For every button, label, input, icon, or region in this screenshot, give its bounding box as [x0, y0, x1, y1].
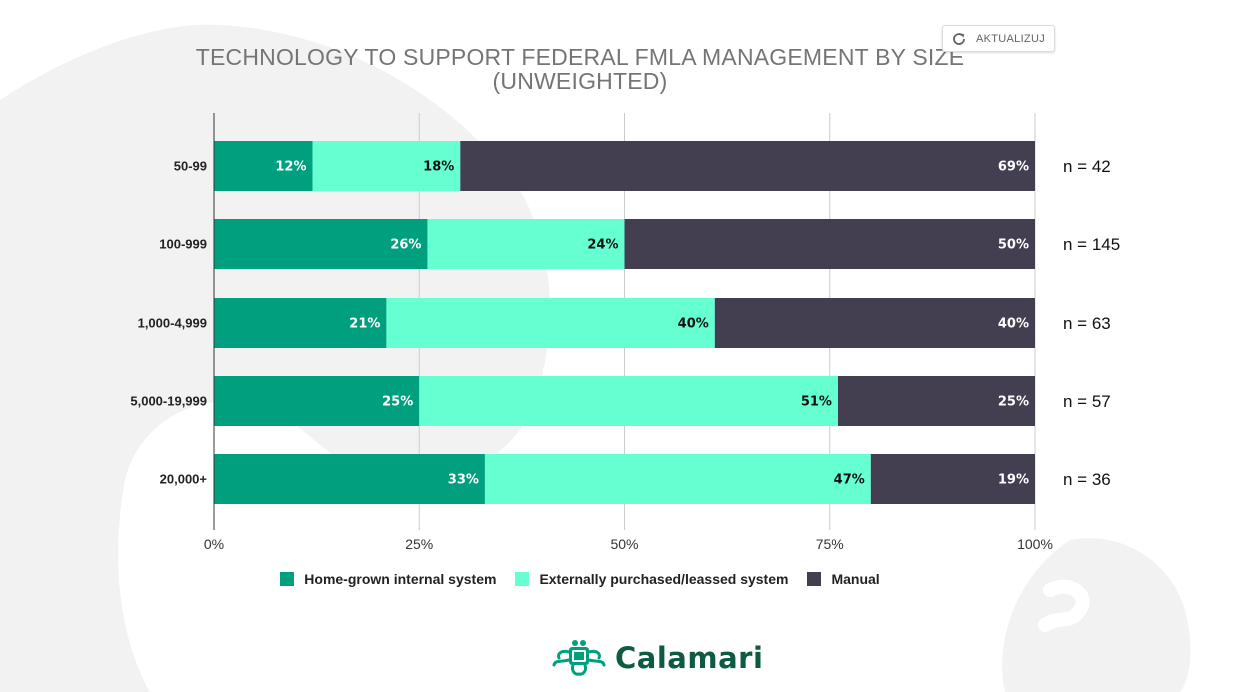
x-tick-label-25: 25%	[405, 536, 433, 552]
refresh-label: AKTUALIZUJ	[976, 32, 1046, 45]
bar-home-grown-3	[214, 376, 420, 426]
data-label-external-0: 18%	[423, 160, 454, 175]
bar-manual-2	[714, 298, 1035, 348]
data-label-external-3: 51%	[801, 395, 832, 410]
data-label-manual-1: 50%	[998, 238, 1029, 253]
data-label-manual-0: 69%	[998, 160, 1029, 175]
logo-text: Calamari	[615, 641, 764, 675]
calamari-logo: Calamari	[551, 638, 763, 678]
legend-swatch-external	[515, 572, 530, 586]
refresh-icon	[953, 32, 965, 45]
bar-manual-0	[460, 141, 1035, 191]
chart-title-line-2: (UNWEIGHTED)	[492, 68, 668, 94]
data-label-manual-2: 40%	[998, 317, 1029, 332]
category-label-3: 5,000-19,999	[130, 394, 207, 409]
sample-size-2: n = 63	[1063, 314, 1111, 333]
chart-legend: Home-grown internal system Externally pu…	[0, 571, 1160, 587]
bar-home-grown-1	[214, 219, 428, 269]
data-label-home-grown-0: 12%	[275, 160, 306, 175]
bar-home-grown-4	[214, 454, 485, 504]
legend-item-home-grown: Home-grown internal system	[280, 571, 496, 587]
sample-size-4: n = 36	[1063, 470, 1111, 489]
data-label-home-grown-4: 33%	[448, 473, 479, 488]
bar-external-1	[427, 219, 625, 269]
background-octopus-shape	[0, 24, 550, 692]
legend-label-external: Externally purchased/leassed system	[539, 571, 789, 587]
data-label-external-2: 40%	[678, 317, 709, 332]
legend-swatch-home-grown	[280, 572, 295, 586]
data-label-home-grown-3: 25%	[382, 395, 413, 410]
bar-external-0	[312, 141, 461, 191]
category-label-1: 100-999	[159, 237, 207, 252]
sample-size-1: n = 145	[1063, 235, 1120, 254]
bar-manual-1	[624, 219, 1035, 269]
data-label-home-grown-1: 26%	[390, 238, 421, 253]
bar-manual-4	[870, 454, 1035, 504]
chart-title-line-1: TECHNOLOGY TO SUPPORT FEDERAL FMLA MANAG…	[195, 44, 965, 70]
data-label-external-4: 47%	[834, 473, 865, 488]
data-label-external-1: 24%	[587, 238, 618, 253]
bar-external-2	[386, 298, 715, 348]
legend-item-external: Externally purchased/leassed system	[515, 571, 788, 587]
category-label-2: 1,000-4,999	[138, 316, 207, 331]
x-tick-label-75: 75%	[816, 536, 844, 552]
legend-item-manual: Manual	[807, 571, 880, 587]
legend-label-home-grown: Home-grown internal system	[304, 571, 497, 587]
refresh-button[interactable]: AKTUALIZUJ	[942, 25, 1055, 52]
bar-external-3	[419, 376, 838, 426]
data-label-manual-4: 19%	[998, 473, 1029, 488]
sample-size-3: n = 57	[1063, 392, 1111, 411]
sample-size-0: n = 42	[1063, 157, 1111, 176]
background-tentacle-cut	[1038, 579, 1090, 632]
bar-home-grown-2	[214, 298, 387, 348]
bar-home-grown-0	[214, 141, 313, 191]
octopus-logo-icon	[552, 640, 606, 676]
category-label-0: 50-99	[174, 159, 207, 174]
bar-manual-3	[837, 376, 1035, 426]
legend-swatch-manual	[807, 572, 822, 586]
x-tick-label-100: 100%	[1017, 536, 1053, 552]
category-label-4: 20,000+	[160, 472, 208, 487]
background-tentacle-shape	[1002, 538, 1191, 692]
legend-label-manual: Manual	[831, 571, 880, 587]
data-label-home-grown-2: 21%	[349, 317, 380, 332]
data-label-manual-3: 25%	[998, 395, 1029, 410]
bar-external-4	[484, 454, 871, 504]
x-tick-label-50: 50%	[610, 536, 638, 552]
x-tick-label-0: 0%	[204, 536, 224, 552]
